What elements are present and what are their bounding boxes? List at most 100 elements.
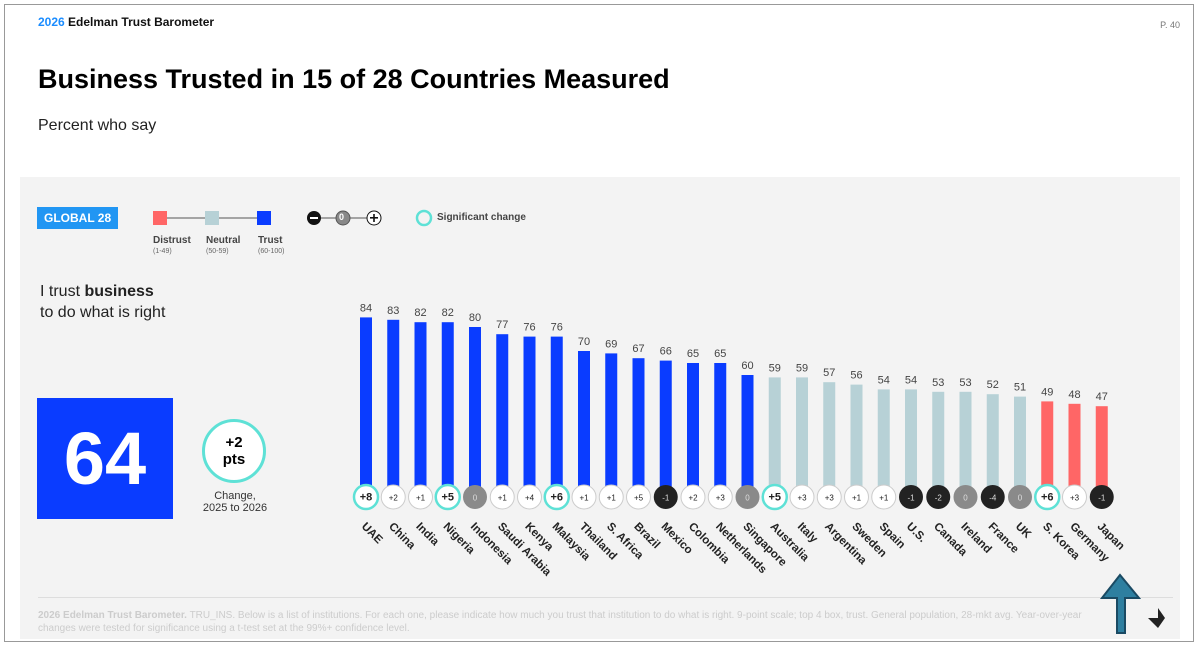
change-label: 0 [1018, 494, 1023, 503]
bar-Nigeria [441, 322, 454, 507]
divider [38, 597, 1173, 598]
chart-panel [20, 177, 1180, 639]
bar-Kenya [523, 336, 536, 507]
change-label: +1 [607, 494, 617, 503]
bar-China [387, 319, 400, 507]
change-label: +4 [525, 494, 535, 503]
change-label: +3 [797, 494, 807, 503]
value-label: 82 [414, 307, 426, 319]
change-label: +1 [579, 494, 589, 503]
change-label: 0 [963, 494, 968, 503]
bar-UAE [360, 317, 372, 507]
change-marker [899, 485, 923, 509]
change-label: -1 [1098, 494, 1106, 503]
value-label: 66 [660, 346, 672, 358]
change-label: +5 [634, 494, 644, 503]
change-label: 0 [745, 494, 750, 503]
change-marker [871, 484, 897, 510]
bar-Australia [768, 377, 781, 507]
legend-distrust-swatch [153, 211, 167, 225]
value-label: 65 [687, 348, 699, 360]
change-marker [489, 484, 515, 510]
brand-logo: 2026 Edelman Trust Barometer [38, 15, 215, 29]
slide-frame [4, 4, 1194, 642]
change-marker [517, 484, 542, 510]
value-label: 80 [469, 312, 481, 324]
change-label: +1 [498, 494, 508, 503]
change-marker [598, 484, 624, 510]
value-label: 76 [551, 322, 563, 334]
change-label: +3 [825, 494, 835, 503]
question-text: I trust business to do what is right [40, 283, 166, 321]
bar-Malaysia [550, 336, 563, 507]
change-marker [571, 484, 597, 510]
value-label: 83 [387, 305, 399, 317]
zero-icon [335, 210, 351, 226]
value-label: 84 [360, 302, 372, 314]
change-marker [707, 484, 733, 510]
bar-Sweden [850, 384, 863, 507]
bar-Italy [796, 377, 808, 507]
value-label: 56 [850, 370, 862, 382]
value-label: 54 [878, 374, 890, 386]
bar-Spain [877, 389, 890, 507]
change-marker [463, 485, 487, 509]
bar-Canada [932, 391, 945, 507]
change-marker [626, 484, 651, 510]
value-label: 54 [905, 374, 917, 386]
global-badge: GLOBAL 28 [37, 207, 119, 229]
legend-neutral-swatch [205, 211, 219, 225]
value-label: 53 [959, 377, 971, 389]
bar-Japan [1095, 406, 1108, 507]
bar-Argentina [823, 382, 836, 507]
value-label: 52 [987, 379, 999, 391]
global-change-badge: +2 pts [202, 419, 266, 483]
change-label: Change, 2025 to 2026 [202, 490, 268, 514]
global-value: 64 [37, 398, 173, 519]
change-marker [926, 485, 951, 509]
change-label: -1 [662, 494, 670, 503]
value-label: 49 [1041, 386, 1053, 398]
value-label: 59 [769, 362, 781, 374]
value-label: 69 [605, 338, 617, 350]
next-arrow-icon[interactable] [1148, 608, 1165, 628]
change-marker [380, 484, 406, 510]
bar-U.S. [905, 389, 917, 507]
change-label: +8 [360, 492, 373, 504]
subtitle: Percent who say [38, 117, 157, 134]
change-marker [408, 484, 433, 510]
bar-Singapore [741, 375, 754, 507]
value-label: 53 [932, 377, 944, 389]
change-marker [352, 483, 380, 511]
change-label: +2 [389, 494, 399, 503]
bar-UK [1014, 396, 1026, 507]
change-marker [1062, 484, 1087, 510]
bar-Colombia [687, 363, 699, 507]
value-label: 51 [1014, 382, 1026, 394]
bar-Ireland [959, 391, 972, 507]
value-label: 60 [741, 360, 753, 372]
significant-change-icon [415, 209, 433, 227]
bar-Brazil [632, 358, 645, 507]
change-label: +1 [852, 494, 862, 503]
value-label: 57 [823, 367, 835, 379]
change-label: -4 [989, 494, 997, 503]
value-label: 59 [796, 362, 808, 374]
change-marker [789, 484, 815, 510]
change-marker [680, 484, 706, 510]
change-label: +5 [441, 492, 454, 504]
change-marker [953, 485, 978, 509]
value-label: 70 [578, 336, 590, 348]
change-marker [543, 483, 570, 511]
bar-Mexico [659, 360, 672, 507]
change-label: -1 [907, 494, 915, 503]
value-label: 47 [1096, 391, 1108, 403]
page-title: Business Trusted in 15 of 28 Countries M… [38, 64, 670, 94]
bar-Germany [1068, 403, 1081, 507]
change-marker [980, 485, 1005, 509]
change-marker [1034, 483, 1061, 511]
change-marker [761, 483, 788, 511]
